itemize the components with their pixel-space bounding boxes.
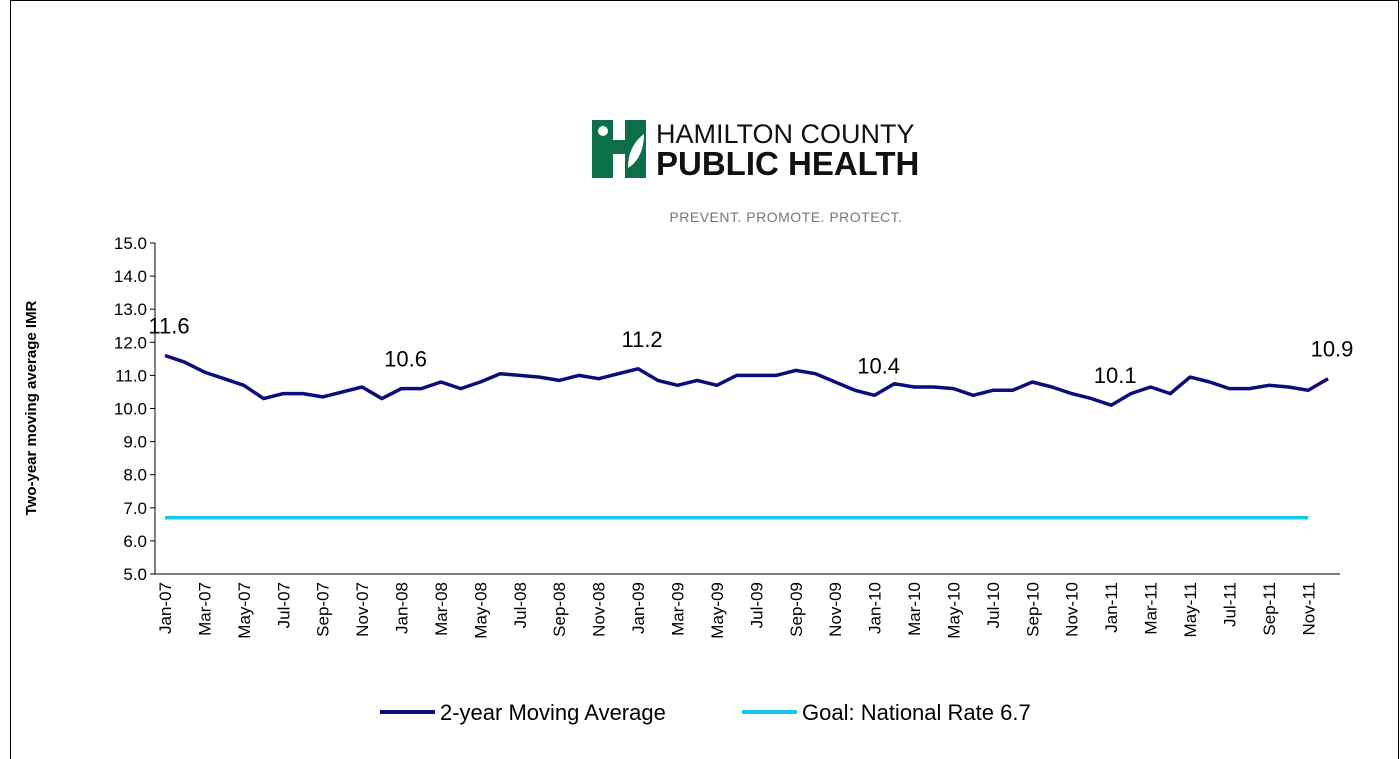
x-tick-label: Nov-11 (1299, 582, 1318, 636)
x-tick-label: Jul-07 (274, 582, 293, 628)
x-tick-label: Sep-11 (1260, 582, 1279, 636)
y-tick-label: 6.0 (123, 532, 147, 551)
x-tick-label: Jan-08 (393, 582, 412, 634)
x-tick-label: Mar-08 (432, 582, 451, 636)
y-tick-label: 8.0 (123, 466, 147, 485)
x-tick-label: Jul-10 (984, 582, 1003, 628)
logo-title: HAMILTON COUNTY (656, 119, 915, 149)
x-tick-label: May-08 (471, 582, 490, 639)
y-tick-label: 12.0 (114, 333, 147, 352)
logo-icon-bar (613, 140, 625, 154)
y-tick-label: 7.0 (123, 499, 147, 518)
series-line (164, 353, 1329, 407)
x-tick-label: May-10 (944, 582, 963, 639)
y-tick-label: 10.0 (114, 400, 147, 419)
x-tick-label: Nov-10 (1063, 582, 1082, 637)
x-tick-label: May-07 (235, 582, 254, 639)
logo-tagline: PREVENT. PROMOTE. PROTECT. (669, 209, 902, 225)
y-axis-label: Two-year moving average IMR (23, 300, 40, 515)
x-tick-label: Jul-09 (747, 582, 766, 628)
y-tick-label: 11.0 (115, 366, 147, 385)
y-tick-label: 14.0 (114, 267, 147, 286)
x-tick-label: May-11 (1181, 582, 1200, 637)
x-tick-label: Mar-07 (195, 582, 214, 636)
y-tick-label: 15.0 (114, 234, 147, 253)
legend-label: 2-year Moving Average (440, 700, 666, 725)
y-tick-label: 9.0 (123, 433, 147, 452)
data-label: 11.2 (621, 327, 662, 352)
data-label: 10.6 (384, 347, 427, 372)
frame (10, 0, 1399, 759)
x-tick-label: Jan-10 (866, 582, 885, 634)
x-tick-label: Nov-09 (826, 582, 845, 637)
x-tick-label: Jul-08 (511, 582, 530, 628)
x-tick-label: May-09 (708, 582, 727, 639)
logo-icon-head (598, 126, 608, 136)
y-tick-label: 13.0 (114, 300, 147, 319)
logo-icon-leaf (628, 134, 644, 168)
y-tick-label: 5.0 (123, 565, 147, 584)
logo-subtitle: PUBLIC HEALTH (656, 145, 919, 182)
x-tick-label: Jul-11 (1220, 582, 1239, 627)
data-label: 10.1 (1094, 363, 1137, 388)
x-tick-label: Sep-08 (550, 582, 569, 637)
data-label: 10.9 (1311, 337, 1354, 362)
x-tick-label: Nov-08 (590, 582, 609, 637)
x-tick-label: Jan-09 (629, 582, 648, 634)
x-tick-label: Mar-10 (905, 582, 924, 636)
data-label: 11.6 (148, 314, 189, 339)
x-tick-label: Sep-07 (314, 582, 333, 637)
x-tick-label: Sep-09 (787, 582, 806, 637)
data-label: 10.4 (857, 353, 900, 378)
x-tick-label: Mar-11 (1142, 582, 1161, 635)
x-tick-label: Nov-07 (353, 582, 372, 637)
x-tick-label: Jan-07 (156, 582, 175, 634)
logo (592, 120, 646, 178)
x-tick-label: Mar-09 (669, 582, 688, 636)
x-tick-label: Sep-10 (1023, 582, 1042, 637)
legend-label: Goal: National Rate 6.7 (802, 700, 1031, 725)
x-tick-label: Jan-11 (1102, 582, 1121, 633)
